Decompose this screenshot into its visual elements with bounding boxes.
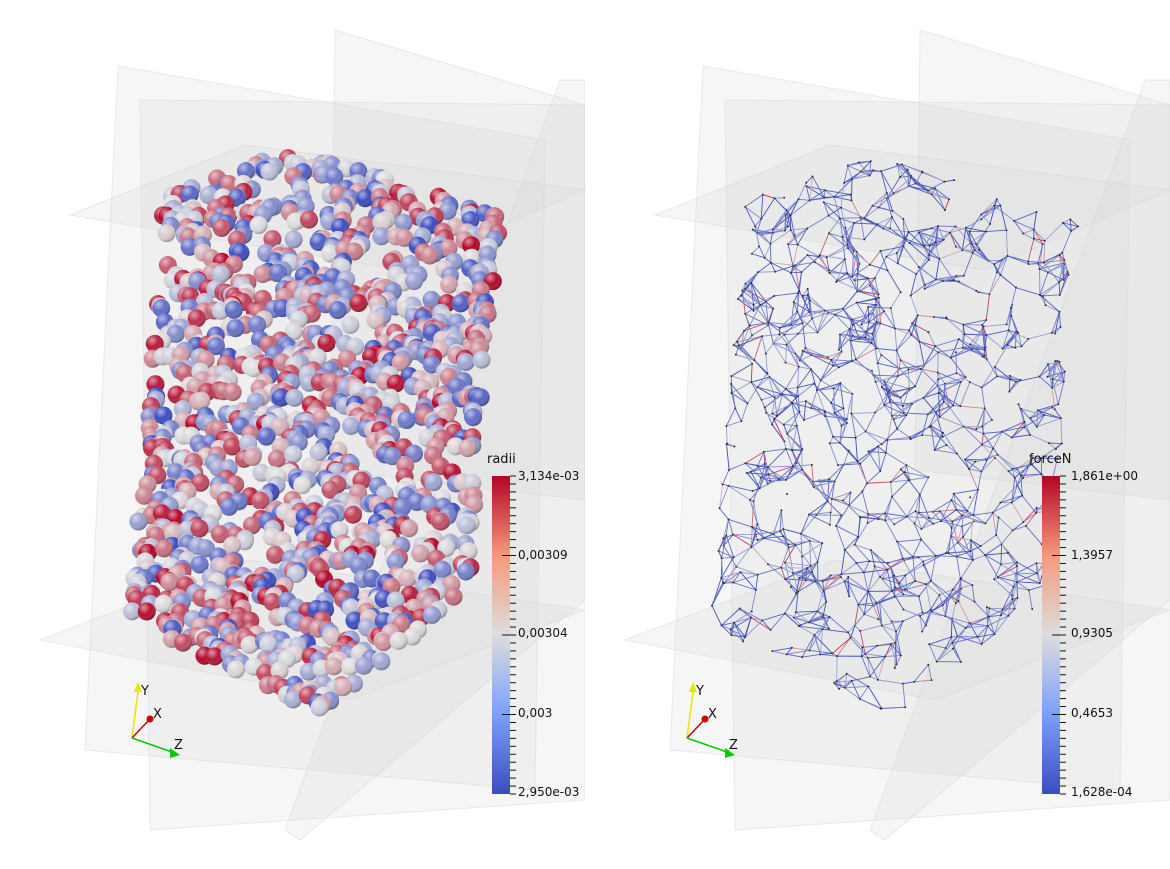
particle-sphere-shading [309,232,328,251]
particle-sphere-shading [206,337,225,356]
colorbar-ticks [502,475,516,795]
colorbar-label-min: 2,950e-03 [518,785,580,799]
particle-sphere-shading [166,324,185,343]
particle-spheres [123,149,508,717]
particle-sphere-shading [372,227,391,246]
particle-sphere-shading [157,224,176,243]
particle-sphere-shading [317,334,336,353]
particle-sphere-shading [395,228,414,247]
particle-sphere-shading [263,230,282,249]
particle-sphere-shading [341,315,360,334]
particle-sphere-shading [226,319,245,338]
particle-sphere-shading [328,301,347,320]
particle-sphere-shading [349,294,368,313]
particle-sphere-shading [211,265,230,284]
colorbar-label-max: 3,134e-03 [518,469,580,483]
particle-sphere-shading [269,263,288,282]
particle-sphere-shading [284,322,303,341]
colorbar-label: 0,00309 [518,548,568,562]
particle-sphere-shading [420,246,439,265]
particle-sphere-shading [286,212,305,231]
particle-sphere-shading [451,294,470,313]
axis-label-z: Z [174,738,183,753]
particle-sphere-shading [253,265,272,284]
particle-sphere-shading [404,272,423,291]
particle-sphere-shading [394,213,413,232]
particle-sphere-shading [366,311,385,330]
particle-sphere-shading [248,315,267,334]
scene-radii[interactable] [0,0,585,869]
colorbar-label: 0,00304 [518,626,568,640]
viewport-radii[interactable]: radii 3,134e-03 0,00309 0,00304 0,003 2,… [0,0,585,869]
particle-sphere-shading [180,185,199,204]
particle-sphere-shading [422,290,441,309]
particle-sphere-shading [299,210,318,229]
particle-sphere-shading [211,301,230,320]
particle-sphere-shading [224,300,243,319]
particle-sphere-shading [440,275,459,294]
particle-sphere-shading [356,189,375,208]
particle-sphere-shading [152,299,171,318]
particle-sphere-shading [320,244,339,263]
particle-sphere-shading [284,230,303,249]
particle-sphere-shading [374,213,393,232]
particle-sphere-shading [212,218,231,237]
particle-sphere-shading [249,216,268,235]
particle-sphere-shading [260,162,279,181]
particle-sphere-shading [325,167,344,186]
colorbar-label: 0,003 [518,706,553,720]
particle-sphere-shading [244,359,263,378]
particle-sphere-shading [187,309,206,328]
axis-label-x: X [153,707,162,722]
viewport-forcen[interactable]: forceN 1,861e+00 1,3957 0,9305 0,4653 1,… [585,0,1170,869]
axis-label-y: Y [141,684,149,699]
